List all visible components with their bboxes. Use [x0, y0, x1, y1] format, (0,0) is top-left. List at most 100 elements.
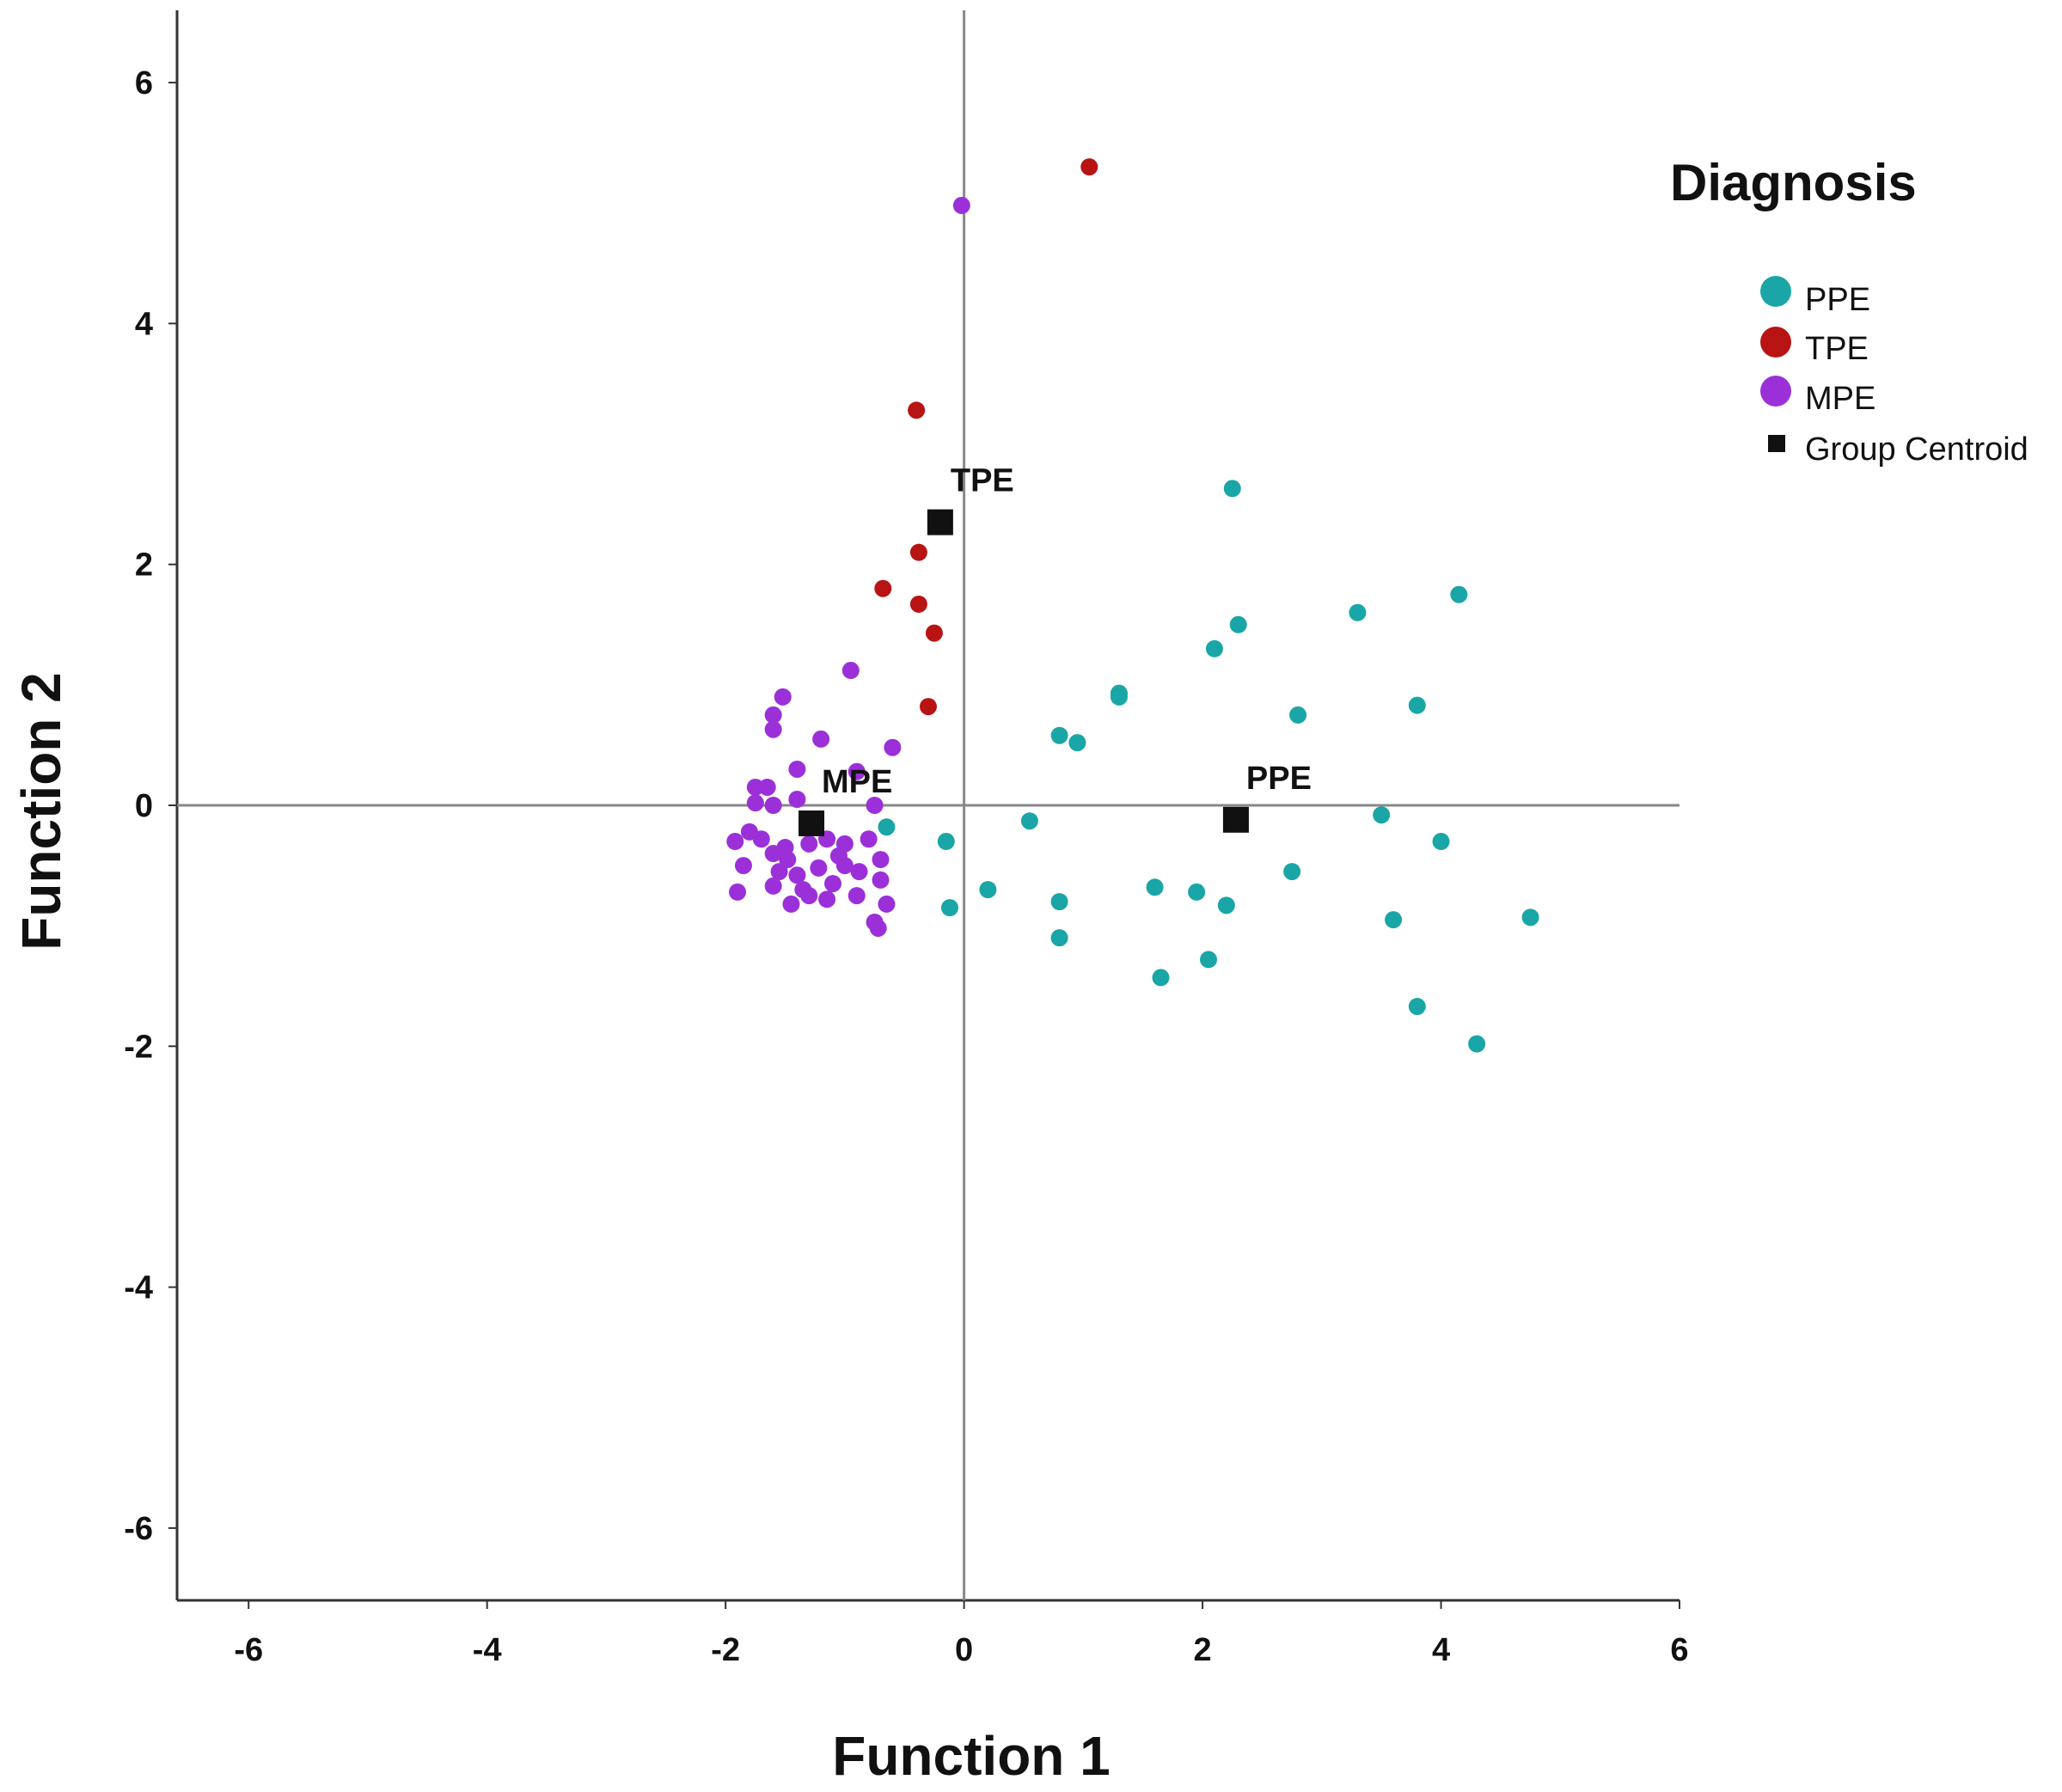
y-tick-label: 4 [135, 306, 153, 342]
tpe-data-point [1080, 158, 1098, 176]
mpe-data-point [729, 883, 747, 901]
tpe-data-point [920, 698, 937, 716]
tpe-data-point [925, 624, 943, 642]
legend-mpe-label: MPE [1805, 381, 1875, 417]
legend-entry-group-centroid: Group Centroid [1768, 431, 2028, 468]
mpe-data-point [764, 877, 782, 895]
x-tick-label: -6 [234, 1632, 263, 1668]
mpe-data-point [818, 890, 836, 908]
mpe-data-point [746, 794, 764, 812]
y-tick-label: -6 [124, 1511, 153, 1547]
mpe-data-point [866, 797, 884, 814]
tpe-data-point [909, 543, 927, 561]
x-tick-label: -2 [711, 1632, 740, 1668]
ppe-data-point [1468, 1035, 1486, 1053]
ppe-data-point [937, 833, 955, 851]
ppe-data-point [878, 818, 896, 836]
y-tick-label: 0 [135, 788, 153, 824]
mpe-data-point [788, 866, 806, 884]
centroid-layer: TPE MPE PPE [798, 463, 1312, 837]
mpe-centroid-marker [798, 810, 825, 837]
ppe-data-point [1289, 706, 1307, 724]
mpe-data-point [746, 778, 764, 796]
mpe-centroid-label: MPE [822, 764, 892, 800]
ppe-data-point [1050, 893, 1068, 911]
mpe-data-point [776, 839, 794, 857]
ppe-data-point [1110, 684, 1128, 702]
mpe-data-point [788, 760, 806, 778]
mpe-data-point [782, 895, 800, 913]
tpe-data-point [909, 595, 927, 613]
legend-tpe-marker-icon [1760, 327, 1791, 358]
ppe-data-point [1283, 863, 1301, 881]
mpe-data-point [952, 197, 970, 215]
mpe-data-point [734, 857, 752, 875]
mpe-data-point [884, 738, 902, 756]
ppe-data-point [1373, 806, 1391, 824]
mpe-data-point [872, 871, 890, 889]
mpe-data-point [847, 887, 866, 905]
tpe-data-point [874, 579, 892, 597]
y-tick-label: -2 [124, 1029, 153, 1065]
y-tick-label: 2 [135, 547, 153, 584]
x-tick-label: 0 [955, 1632, 973, 1668]
mpe-data-point [847, 762, 866, 780]
ppe-data-point [1408, 696, 1426, 714]
ppe-data-point [1432, 833, 1450, 851]
ppe-data-point [1068, 734, 1086, 752]
tpe-centroid-label: TPE [951, 463, 1014, 499]
ppe-data-point [1385, 911, 1403, 929]
ppe-data-point [1020, 812, 1038, 830]
mpe-data-point [764, 797, 782, 814]
legend-mpe-marker-icon [1760, 376, 1791, 407]
legend-entry-tpe: TPE [1760, 327, 1869, 367]
legend-centroid-label: Group Centroid [1805, 431, 2028, 468]
ppe-data-point [1408, 998, 1426, 1016]
ppe-data-point [1200, 951, 1218, 969]
tpe-centroid-marker [927, 509, 953, 535]
mpe-data-point [869, 919, 887, 937]
ppe-data-point [940, 899, 958, 917]
mpe-data-point [878, 895, 896, 913]
ppe-data-point [1050, 929, 1068, 947]
ppe-data-point [1050, 726, 1068, 744]
mpe-data-point [860, 830, 878, 848]
axes-layer: -6 -4 -2 0 2 4 6 -6 -4 -2 0 2 4 6 [124, 10, 1689, 1668]
legend-entry-ppe: PPE [1760, 276, 1870, 318]
y-axis-title: Function 2 [10, 672, 72, 951]
legend-centroid-square-icon [1768, 435, 1785, 452]
x-tick-label: -4 [473, 1632, 502, 1668]
mpe-data-point [764, 720, 782, 738]
mpe-data-point [788, 790, 806, 808]
legend: Diagnosis PPE TPE MPE Group Centroid [1670, 154, 2028, 468]
mpe-data-point [764, 706, 782, 724]
mpe-data-point [770, 863, 788, 881]
legend-entry-mpe: MPE [1760, 376, 1875, 417]
ppe-centroid-label: PPE [1246, 761, 1312, 797]
legend-ppe-marker-icon [1760, 276, 1791, 307]
legend-title: Diagnosis [1670, 154, 1917, 211]
y-tick-label: -4 [124, 1270, 153, 1306]
y-tick-label: 6 [135, 65, 153, 101]
mpe-data-point [758, 778, 776, 796]
data-points-layer [726, 158, 1539, 1053]
ppe-data-point [1229, 615, 1247, 633]
ppe-data-point [1152, 969, 1170, 987]
mpe-data-point [841, 662, 860, 680]
ppe-data-point [1349, 603, 1367, 621]
mpe-data-point [812, 730, 830, 748]
mpe-data-point [800, 835, 818, 853]
legend-ppe-label: PPE [1805, 282, 1870, 318]
ppe-data-point [979, 881, 997, 899]
mpe-data-point [850, 863, 868, 881]
mpe-data-point [872, 851, 890, 869]
x-tick-label: 4 [1432, 1632, 1450, 1668]
tpe-data-point [908, 401, 926, 419]
ppe-data-point [1450, 585, 1468, 603]
mpe-data-point [726, 833, 744, 851]
mpe-data-point [752, 830, 770, 848]
mpe-data-point [824, 875, 842, 893]
x-tick-label: 2 [1194, 1632, 1212, 1668]
ppe-data-point [1223, 480, 1241, 498]
